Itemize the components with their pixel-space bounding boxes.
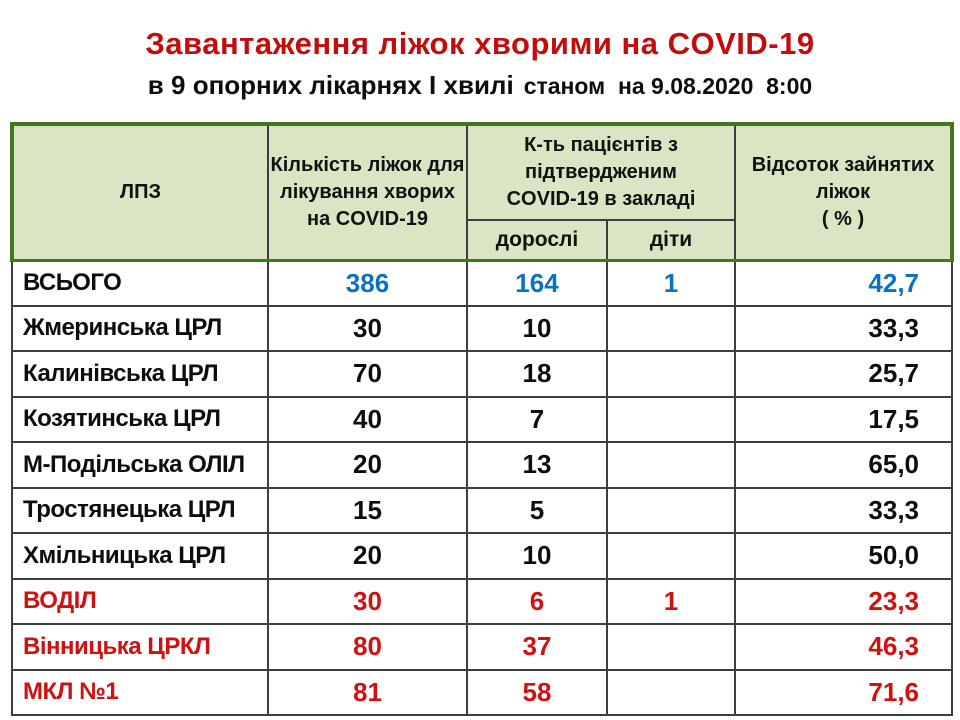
table-row: Козятинська ЦРЛ 40 7 17,5: [11, 395, 954, 443]
occupancy-percent-cell: 25,7: [734, 350, 954, 398]
adults-count-cell: 6: [466, 577, 608, 625]
children-count-cell: [605, 668, 737, 716]
adults-count-cell: 5: [466, 486, 608, 534]
page-title: Завантаження ліжок хворими на COVID-19: [145, 26, 815, 61]
table-row: Калинівська ЦРЛ 70 18 25,7: [11, 350, 954, 398]
beds-count-cell: 30: [267, 577, 468, 625]
hospital-name-cell: Вінницька ЦРКЛ: [11, 623, 269, 671]
adults-count-cell: 10: [466, 532, 608, 580]
header-patients: К-ть пацієнтів з підтвердженим COVID-19 …: [465, 122, 737, 221]
subtitle-date: станом на 9.08.2020 8:00: [523, 73, 813, 99]
adults-count-cell: 37: [466, 623, 608, 671]
hospital-name-cell: Хмільницька ЦРЛ: [11, 532, 269, 580]
adults-count-cell: 18: [466, 350, 608, 398]
adults-count-cell: 13: [466, 441, 608, 489]
hospital-name-cell: Тростянецька ЦРЛ: [11, 486, 269, 534]
beds-count-cell: 70: [267, 350, 468, 398]
occupancy-percent-cell: 46,3: [734, 623, 954, 671]
table-row: Жмеринська ЦРЛ 30 10 33,3: [11, 304, 954, 352]
header-children: діти: [605, 219, 737, 262]
children-count-cell: 1: [605, 577, 737, 625]
table-header: ЛПЗ Кількість ліжок для лікування хворих…: [10, 122, 955, 262]
beds-count-cell: 81: [267, 668, 468, 716]
header-percent: Відсоток зайнятих ліжок ( % ): [734, 122, 955, 262]
table-row: Тростянецька ЦРЛ 15 5 33,3: [11, 486, 954, 534]
occupancy-percent-cell: 50,0: [734, 532, 954, 580]
table-row: ВОДІЛ 30 6 1 23,3: [11, 577, 954, 625]
children-count-cell: [605, 395, 737, 443]
beds-count-cell: 20: [267, 441, 468, 489]
occupancy-percent-cell: 17,5: [734, 395, 954, 443]
beds-count-cell: 15: [267, 486, 468, 534]
children-count-cell: [605, 486, 737, 534]
hospital-name-cell: Жмеринська ЦРЛ: [11, 304, 269, 352]
table-row: МКЛ №1 81 58 71,6: [11, 668, 954, 716]
occupancy-percent-cell: 42,7: [734, 259, 954, 307]
beds-count-cell: 30: [267, 304, 468, 352]
table-row: Хмільницька ЦРЛ 20 10 50,0: [11, 532, 954, 580]
adults-count-cell: 10: [466, 304, 608, 352]
hospital-name-cell: М-Подільська ОЛІЛ: [11, 441, 269, 489]
occupancy-percent-cell: 71,6: [734, 668, 954, 716]
page-subtitle: в 9 опорних лікарнях І хвилі станом на 9.…: [0, 70, 960, 101]
occupancy-percent-cell: 65,0: [734, 441, 954, 489]
children-count-cell: 1: [605, 259, 737, 307]
table-row: Вінницька ЦРКЛ 80 37 46,3: [11, 623, 954, 671]
occupancy-percent-cell: 33,3: [734, 304, 954, 352]
subtitle-main: в 9 опорних лікарнях І хвилі: [147, 70, 514, 100]
hospital-name-cell: МКЛ №1: [11, 668, 269, 716]
hospital-name-cell: Козятинська ЦРЛ: [11, 395, 269, 443]
children-count-cell: [605, 304, 737, 352]
adults-count-cell: 7: [466, 395, 608, 443]
covid-beds-table: ЛПЗ Кількість ліжок для лікування хворих…: [10, 122, 955, 716]
hospital-name-cell: ВОДІЛ: [11, 577, 269, 625]
table-row: М-Подільська ОЛІЛ 20 13 65,0: [11, 441, 954, 489]
hospital-name-cell: ВСЬОГО: [11, 259, 269, 307]
header-beds: Кількість ліжок для лікування хворих на …: [267, 122, 468, 262]
header-adults: дорослі: [466, 219, 608, 262]
table-body: ВСЬОГО 386 164 1 42,7 Жмеринська ЦРЛ 30 …: [11, 259, 954, 716]
table-row: ВСЬОГО 386 164 1 42,7: [11, 259, 954, 307]
occupancy-percent-cell: 23,3: [734, 577, 954, 625]
adults-count-cell: 164: [466, 259, 608, 307]
children-count-cell: [605, 441, 737, 489]
beds-count-cell: 40: [267, 395, 468, 443]
beds-count-cell: 80: [267, 623, 468, 671]
occupancy-percent-cell: 33,3: [734, 486, 954, 534]
children-count-cell: [605, 623, 737, 671]
adults-count-cell: 58: [466, 668, 608, 716]
children-count-cell: [605, 350, 737, 398]
hospital-name-cell: Калинівська ЦРЛ: [11, 350, 269, 398]
beds-count-cell: 20: [267, 532, 468, 580]
slide-header: Завантаження ліжок хворими на COVID-19 в…: [0, 0, 960, 101]
children-count-cell: [605, 532, 737, 580]
header-lpz: ЛПЗ: [10, 122, 269, 262]
beds-count-cell: 386: [267, 259, 468, 307]
